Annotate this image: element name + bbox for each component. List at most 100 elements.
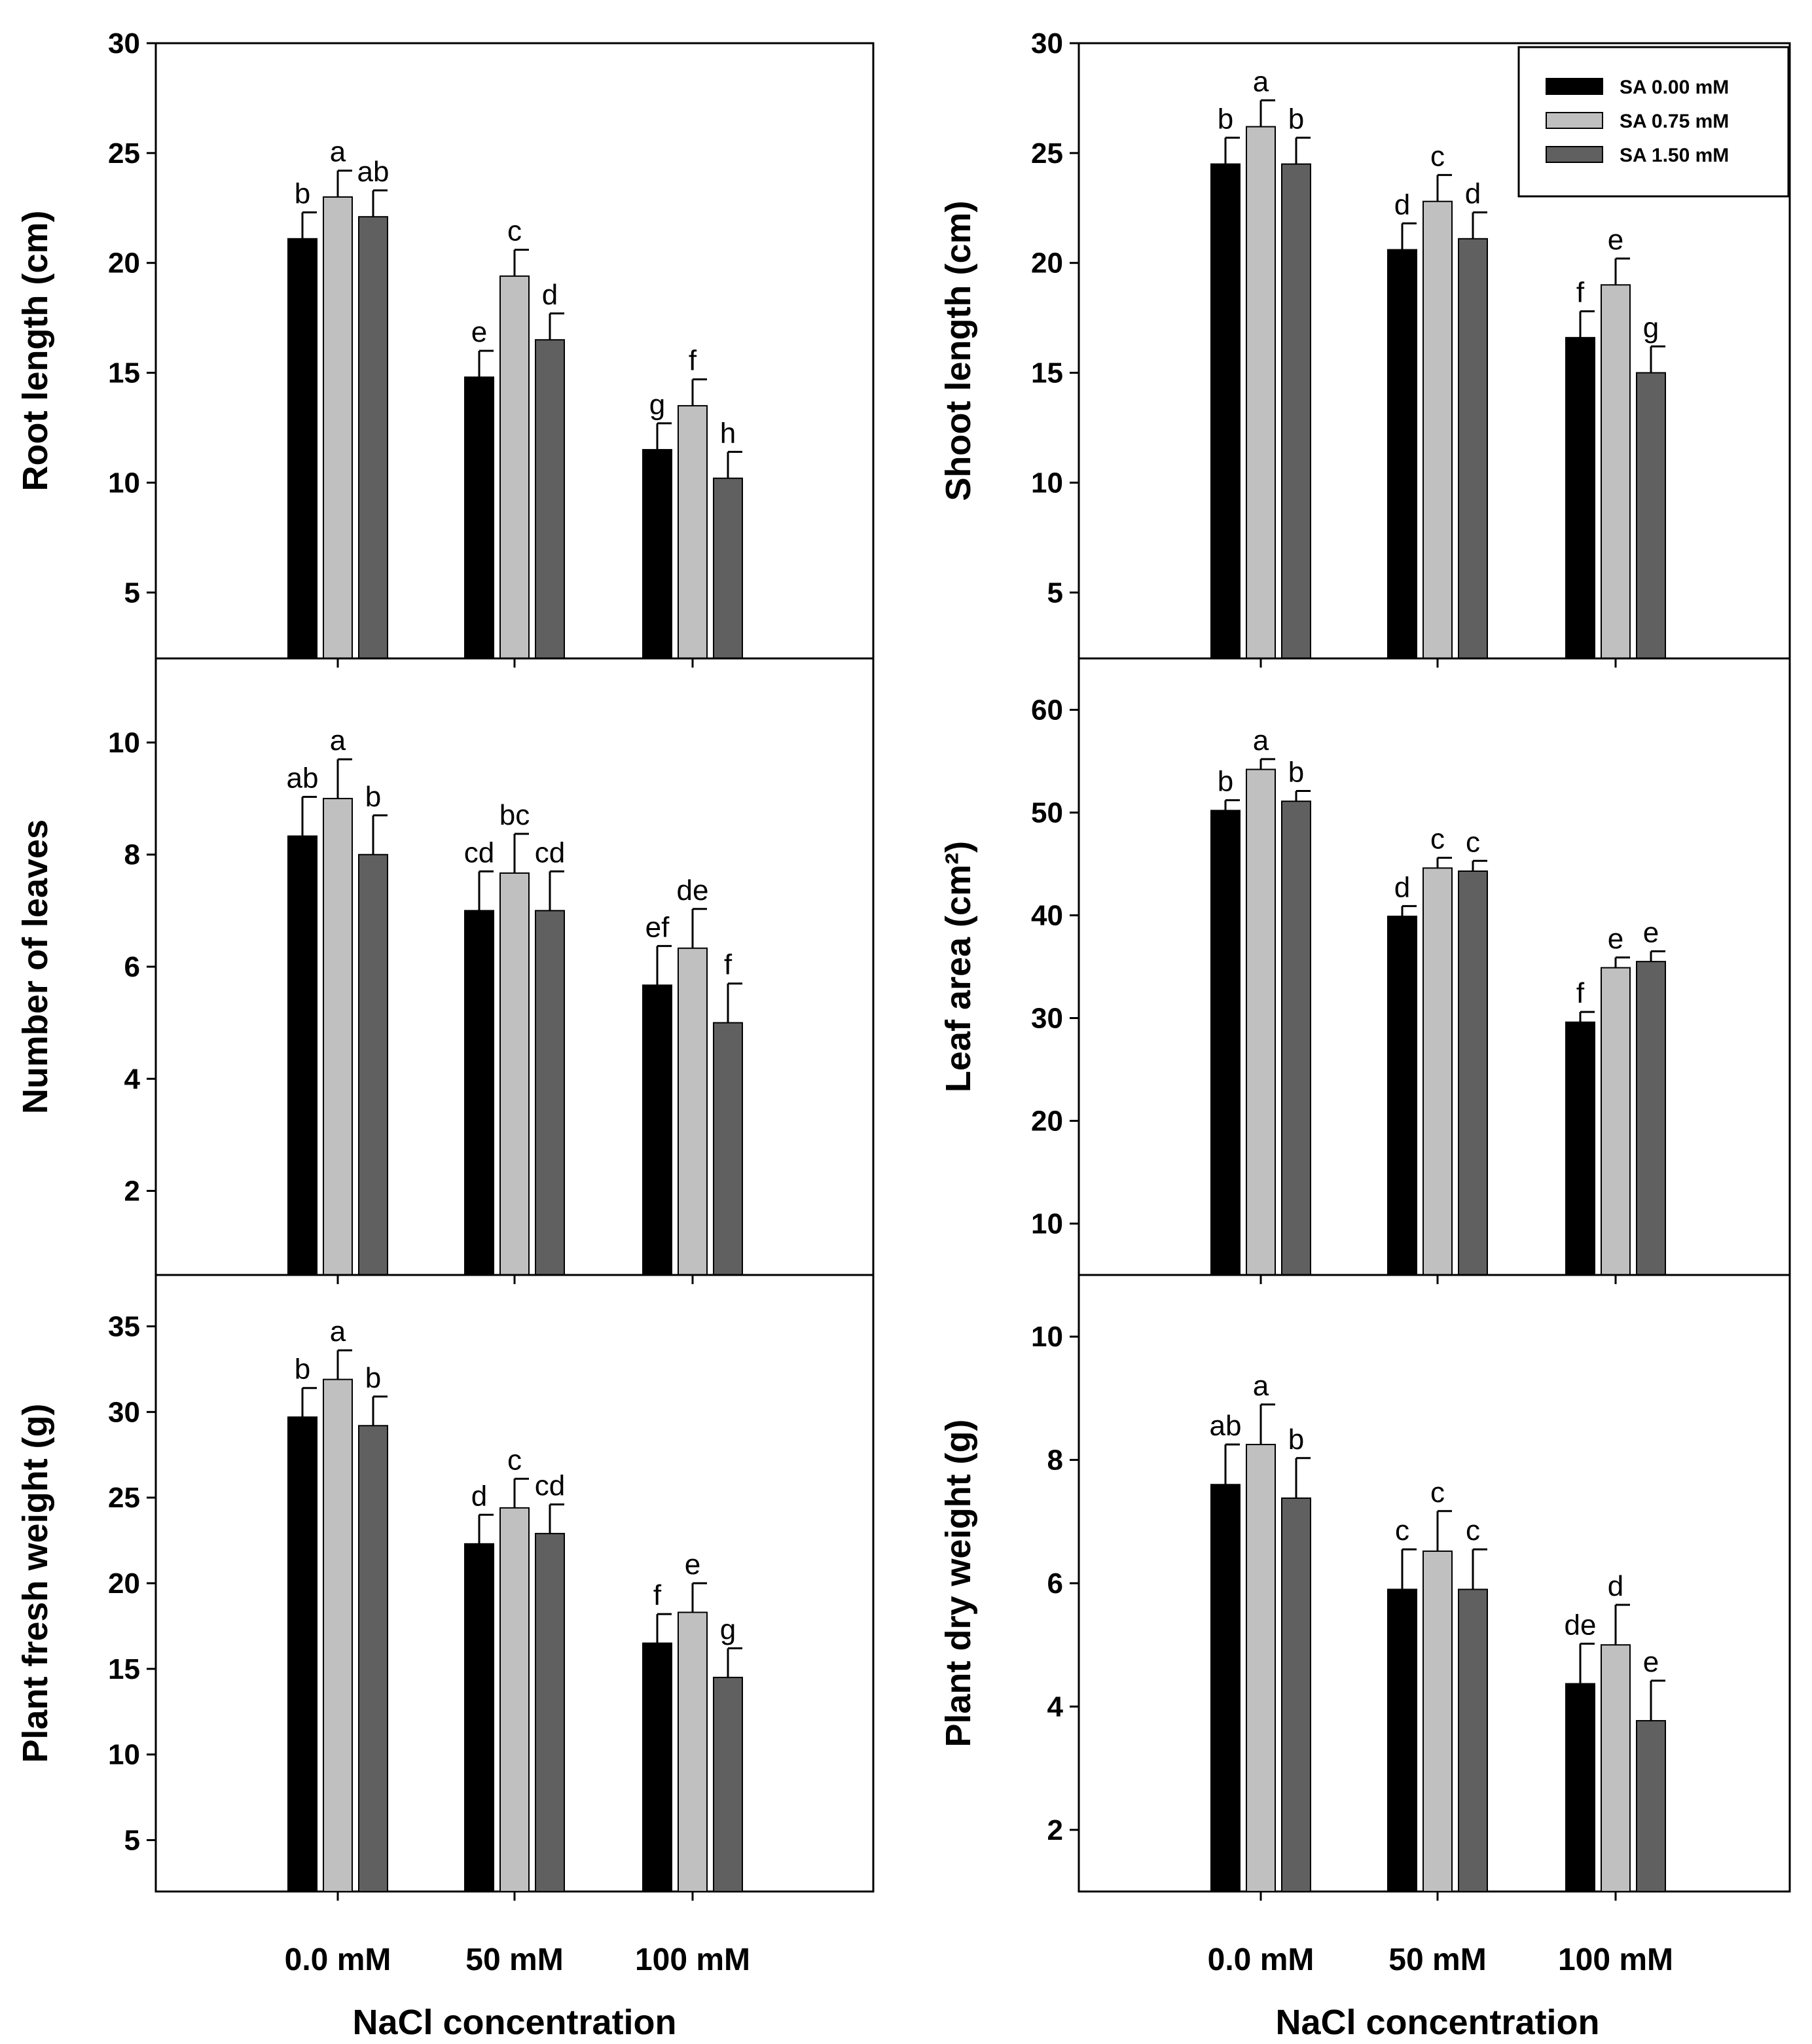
bar (1387, 249, 1417, 660)
bar (1601, 967, 1631, 1276)
y-tick-label: 30 (1031, 27, 1063, 60)
bar (1246, 768, 1276, 1276)
x-axis-label: NaCl concentration (352, 2003, 676, 2042)
significance-letter: de (677, 874, 709, 906)
bar (287, 835, 317, 1276)
bar (1458, 870, 1488, 1276)
significance-letter: b (295, 178, 310, 210)
y-tick-label: 8 (124, 839, 140, 871)
significance-letter: b (1288, 103, 1304, 135)
bar (464, 376, 494, 659)
significance-letter: c (1466, 826, 1480, 858)
legend-swatch (1546, 78, 1603, 95)
bar (713, 1022, 743, 1276)
bar (642, 1642, 672, 1892)
significance-letter: h (720, 417, 736, 449)
significance-letter: ab (287, 762, 319, 795)
significance-letter: e (1608, 923, 1623, 955)
x-category-label: 0.0 mM (1208, 1943, 1314, 1977)
bar (535, 910, 565, 1276)
bar (1565, 336, 1595, 659)
y-tick-label: 5 (124, 577, 140, 609)
y-axis-label: Leaf area (cm²) (939, 841, 978, 1092)
x-axis-label: NaCl concentration (1275, 2003, 1599, 2042)
bar (1246, 1444, 1276, 1893)
bar (1281, 1497, 1311, 1892)
significance-letter: c (1395, 1515, 1409, 1547)
significance-letter: a (1253, 1370, 1269, 1402)
significance-letter: b (365, 781, 381, 813)
x-category-label: 100 mM (1558, 1943, 1673, 1977)
significance-letter: c (1430, 1477, 1445, 1509)
significance-letter: f (1576, 277, 1585, 309)
bar (535, 339, 565, 659)
bar (464, 910, 494, 1276)
bar (1210, 810, 1241, 1276)
significance-letter: bc (499, 799, 530, 831)
bar (678, 947, 708, 1276)
significance-letter: ef (645, 911, 670, 943)
significance-letter: e (1608, 224, 1623, 256)
y-tick-label: 20 (1031, 247, 1063, 279)
y-tick-label: 35 (108, 1311, 140, 1343)
significance-letter: e (685, 1549, 700, 1581)
bar (1458, 1588, 1488, 1892)
x-category-label: 50 mM (465, 1943, 563, 1977)
legend-swatch (1546, 112, 1603, 129)
y-tick-label: 5 (124, 1825, 140, 1857)
bar (1565, 1021, 1595, 1276)
y-tick-label: 15 (108, 357, 140, 389)
y-tick-label: 4 (124, 1063, 141, 1095)
significance-letter: c (1430, 140, 1445, 172)
significance-letter: a (330, 136, 346, 168)
bar (678, 404, 708, 660)
y-tick-label: 20 (1031, 1105, 1063, 1138)
significance-letter: f (724, 949, 733, 981)
bar (358, 1425, 388, 1892)
significance-letter: de (1565, 1609, 1597, 1641)
bar (535, 1533, 565, 1893)
legend: SA 0.00 mM SA 0.75 mM SA 1.50 mM (1517, 46, 1790, 198)
bar (1636, 961, 1666, 1276)
bar (1458, 238, 1488, 659)
bar (287, 238, 317, 659)
x-category-label: 0.0 mM (285, 1943, 391, 1977)
bar (323, 1378, 353, 1893)
y-tick-label: 25 (108, 1482, 140, 1514)
bar (642, 449, 672, 659)
legend-label: SA 0.75 mM (1620, 111, 1729, 132)
bar (1210, 1484, 1241, 1892)
bar (499, 1507, 530, 1893)
bar (1565, 1683, 1595, 1892)
y-tick-label: 20 (108, 247, 140, 279)
y-tick-label: 60 (1031, 694, 1063, 726)
significance-letter: g (720, 1613, 736, 1645)
significance-letter: cd (535, 1470, 565, 1502)
y-axis-label: Plant dry weight (g) (939, 1419, 978, 1747)
y-tick-label: 10 (108, 1739, 140, 1771)
y-tick-label: 15 (1031, 357, 1063, 389)
y-tick-label: 30 (1031, 1003, 1063, 1035)
significance-letter: a (330, 1316, 346, 1348)
significance-letter: e (1643, 916, 1659, 948)
y-tick-label: 25 (108, 137, 140, 170)
bar (1422, 1551, 1453, 1893)
y-tick-label: 8 (1047, 1444, 1063, 1477)
y-tick-label: 4 (1047, 1691, 1064, 1723)
bar (1601, 284, 1631, 659)
bar (464, 1543, 494, 1892)
significance-letter: d (1394, 188, 1410, 221)
bar (1422, 867, 1453, 1276)
bar (287, 1416, 317, 1892)
significance-letter: c (1466, 1515, 1480, 1547)
y-tick-label: 50 (1031, 797, 1063, 829)
y-tick-label: 2 (124, 1175, 140, 1208)
y-tick-label: 6 (1047, 1568, 1063, 1600)
significance-letter: b (295, 1354, 310, 1386)
bar (678, 1611, 708, 1893)
bar (323, 798, 353, 1276)
y-tick-label: 20 (108, 1568, 140, 1600)
